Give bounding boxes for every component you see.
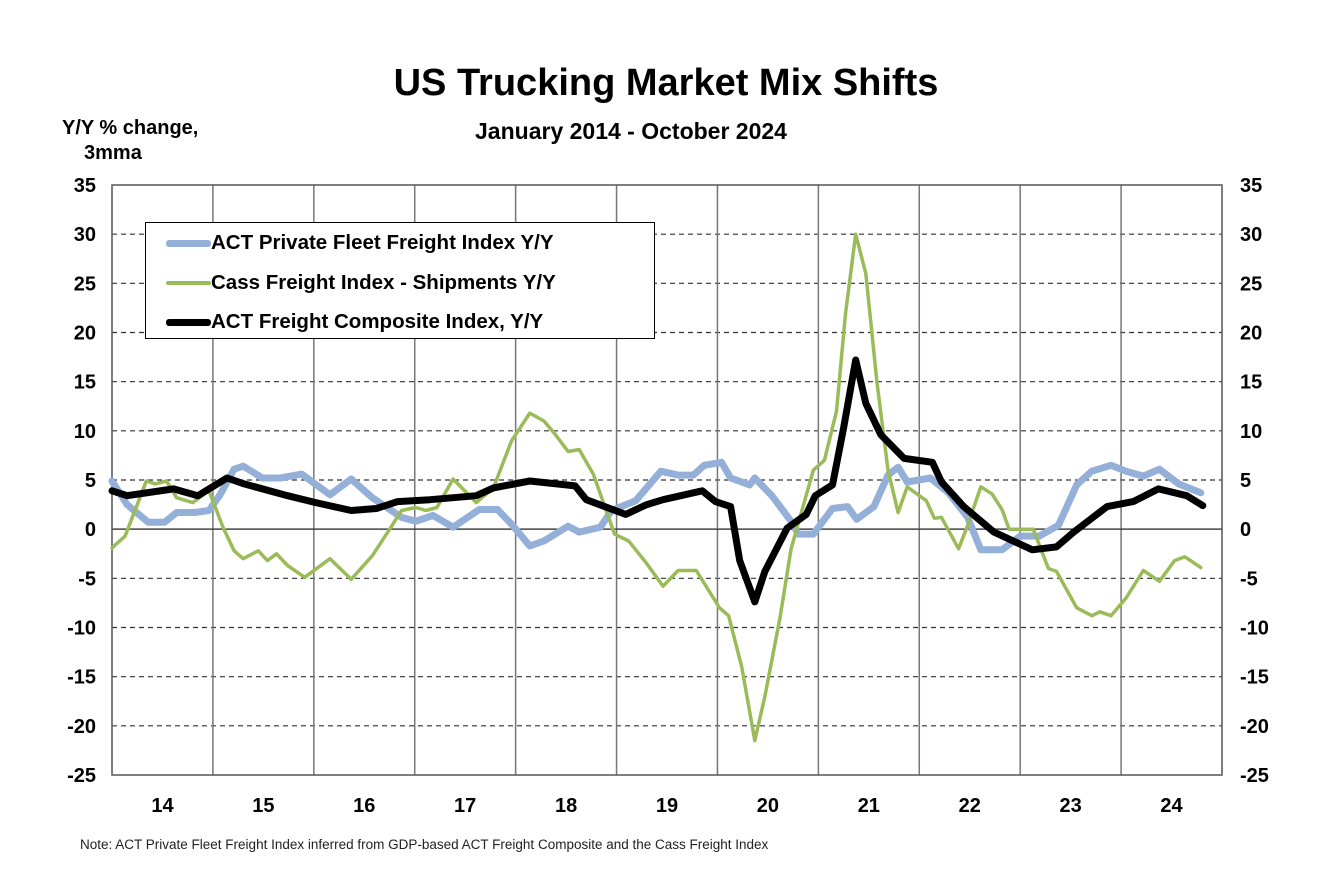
x-tick-label: 23 xyxy=(1060,795,1082,817)
y-tick-label-right: 25 xyxy=(1240,273,1262,295)
y-tick-label-left: 10 xyxy=(74,421,96,443)
y-tick-label-right: 20 xyxy=(1240,323,1262,345)
y-tick-label-right: 5 xyxy=(1240,470,1251,492)
y-tick-label-left: 20 xyxy=(74,323,96,345)
chart-note: Note: ACT Private Fleet Freight Index in… xyxy=(80,837,769,852)
y-axis-label-line1: Y/Y % change, xyxy=(62,117,199,139)
x-tick-label: 15 xyxy=(252,795,274,817)
legend-item-cass: Cass Freight Index - Shipments Y/Y xyxy=(166,268,556,298)
y-tick-label-right: -15 xyxy=(1240,667,1269,689)
y-tick-label-left: 30 xyxy=(74,224,96,246)
legend-swatch-private-fleet xyxy=(166,239,211,247)
y-tick-label-right: -5 xyxy=(1240,568,1258,590)
y-tick-label-right: -20 xyxy=(1240,716,1269,738)
y-tick-label-left: 0 xyxy=(85,519,96,541)
legend-item-composite: ACT Freight Composite Index, Y/Y xyxy=(166,307,543,337)
x-tick-label: 18 xyxy=(555,795,577,817)
y-tick-label-left: -5 xyxy=(78,568,96,590)
y-axis-label-line2: 3mma xyxy=(84,142,142,164)
legend-swatch-composite xyxy=(166,318,211,326)
x-tick-label: 16 xyxy=(353,795,375,817)
legend-item-private-fleet: ACT Private Fleet Freight Index Y/Y xyxy=(166,228,554,258)
y-tick-label-left: 15 xyxy=(74,372,96,394)
x-tick-label: 24 xyxy=(1160,795,1183,817)
series-line-2 xyxy=(108,356,1207,606)
chart-subtitle: January 2014 - October 2024 xyxy=(475,118,787,144)
y-tick-label-left: 5 xyxy=(85,470,96,492)
x-tick-label: 22 xyxy=(959,795,981,817)
y-tick-label-left: -25 xyxy=(67,765,96,787)
y-tick-label-left: 25 xyxy=(74,273,96,295)
y-tick-label-right: 15 xyxy=(1240,372,1262,394)
y-tick-label-left: -10 xyxy=(67,618,96,640)
legend-label: ACT Freight Composite Index, Y/Y xyxy=(211,310,544,333)
x-tick-label: 19 xyxy=(656,795,678,817)
legend: ACT Private Fleet Freight Index Y/Y Cass… xyxy=(145,222,655,339)
legend-swatch-cass xyxy=(166,281,211,285)
series-line-0 xyxy=(108,458,1205,554)
y-tick-label-left: -20 xyxy=(67,716,96,738)
y-tick-label-right: 30 xyxy=(1240,224,1262,246)
series-line-1 xyxy=(110,232,1203,743)
x-tick-label: 17 xyxy=(454,795,476,817)
x-tick-label: 20 xyxy=(757,795,779,817)
x-tick-label: 21 xyxy=(858,795,880,817)
legend-label: Cass Freight Index - Shipments Y/Y xyxy=(211,271,556,294)
chart-title: US Trucking Market Mix Shifts xyxy=(393,62,939,104)
y-tick-label-right: 10 xyxy=(1240,421,1262,443)
legend-label: ACT Private Fleet Freight Index Y/Y xyxy=(211,231,554,254)
y-tick-label-left: 35 xyxy=(74,175,96,197)
y-tick-label-right: -25 xyxy=(1240,765,1269,787)
y-tick-label-right: -10 xyxy=(1240,618,1269,640)
x-tick-label: 14 xyxy=(151,795,174,817)
y-tick-label-right: 0 xyxy=(1240,519,1251,541)
y-tick-label-right: 35 xyxy=(1240,175,1262,197)
y-tick-label-left: -15 xyxy=(67,667,96,689)
